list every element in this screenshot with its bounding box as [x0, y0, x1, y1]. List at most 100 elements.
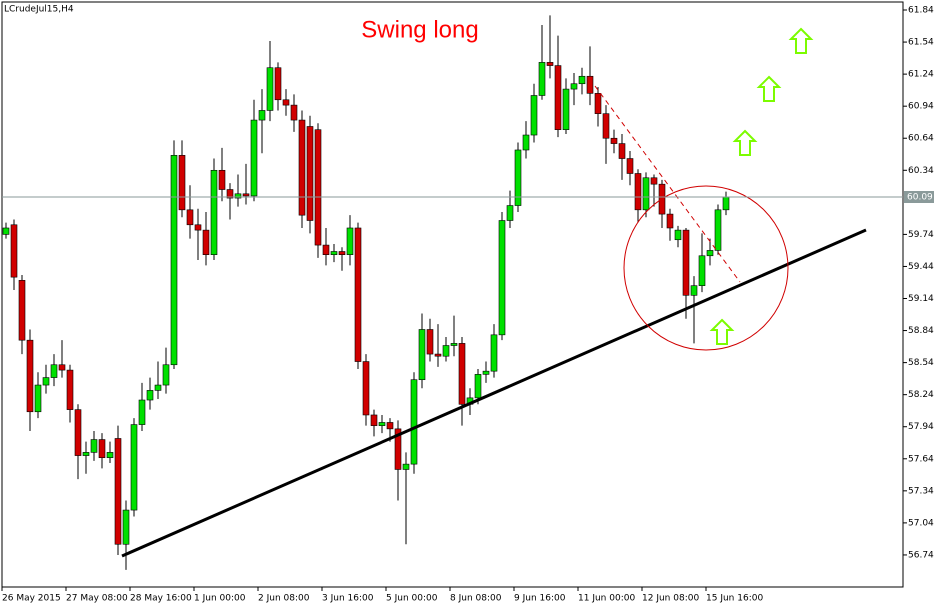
candle-body	[706, 250, 714, 257]
candle-body	[258, 110, 266, 121]
candle-body	[18, 280, 26, 341]
up-arrow	[709, 318, 735, 345]
candle-body	[378, 422, 386, 426]
y-tick-label: 57.04	[908, 518, 934, 528]
candle-body	[690, 285, 698, 296]
y-tick-label: 58.84	[908, 326, 934, 336]
y-tick-label: 57.64	[908, 454, 934, 464]
candle-body	[394, 428, 402, 470]
candle-body	[242, 193, 250, 197]
candle-body	[10, 224, 18, 278]
candle-body	[362, 361, 370, 416]
candle-body	[122, 509, 130, 545]
candle-body	[178, 155, 186, 211]
x-tick-label: 2 Jun 08:00	[258, 594, 310, 604]
y-tick-label: 60.94	[908, 102, 934, 112]
candle-body	[34, 384, 42, 413]
candle-body	[522, 134, 530, 151]
candle-body	[610, 137, 618, 144]
candle-body	[218, 169, 226, 190]
current-price-box	[904, 191, 934, 203]
candle-body	[314, 129, 322, 246]
candle-body	[274, 67, 282, 101]
x-tick-label: 27 May 08:00	[66, 594, 128, 604]
y-tick-label: 61.24	[908, 70, 934, 80]
candle-body	[698, 255, 706, 286]
x-tick-label: 28 May 16:00	[130, 594, 192, 604]
x-tick-label: 3 Jun 16:00	[322, 594, 374, 604]
candle-body	[682, 229, 690, 296]
candle-body	[194, 224, 202, 231]
candle-body	[650, 177, 658, 185]
candle-body	[426, 329, 434, 355]
candle-body	[66, 369, 74, 410]
candle-body	[114, 438, 122, 545]
candle-body	[138, 399, 146, 425]
up-arrow	[788, 27, 814, 54]
candle-body	[90, 439, 98, 453]
candles	[2, 15, 730, 570]
candle-body	[554, 65, 562, 130]
candle-body	[634, 173, 642, 211]
candle-body	[418, 329, 426, 381]
candle-body	[642, 177, 650, 211]
candle-body	[2, 227, 10, 235]
y-tick-label: 60.64	[908, 134, 934, 144]
candle-body	[170, 155, 178, 366]
candle-body	[578, 75, 586, 85]
y-tick-label: 56.74	[908, 550, 934, 560]
candle-body	[626, 158, 634, 174]
candle-body	[530, 95, 538, 136]
candle-body	[226, 189, 234, 199]
candle-body	[490, 334, 498, 372]
candle-body	[290, 104, 298, 121]
candle-body	[50, 364, 58, 378]
y-tick-label: 58.24	[908, 390, 934, 400]
candle-body	[322, 244, 330, 255]
highlight-circle	[623, 185, 789, 351]
y-tick-label: 59.14	[908, 294, 934, 304]
x-tick-label: 11 Jun 00:00	[578, 594, 635, 604]
candle-body	[82, 452, 90, 456]
current-price-label: 60.09	[907, 193, 933, 203]
candle-body	[434, 353, 442, 357]
x-tick-label: 12 Jun 08:00	[642, 594, 699, 604]
x-tick-label: 8 Jun 08:00	[450, 594, 502, 604]
candle-body	[346, 227, 354, 255]
up-arrow	[756, 75, 782, 102]
chart-title: Swing long	[361, 16, 478, 43]
y-tick-label: 59.44	[908, 262, 934, 272]
candle-body	[266, 67, 274, 111]
up-arrow	[732, 129, 758, 156]
x-tick-label: 26 May 2015	[2, 594, 61, 604]
candle-body	[714, 209, 722, 251]
candle-body	[602, 113, 610, 139]
candle-body	[618, 143, 626, 159]
down-trend-line	[594, 85, 741, 283]
candle-body	[210, 169, 218, 255]
candle-body	[354, 227, 362, 362]
candle-body	[546, 62, 554, 66]
candle-body	[666, 213, 674, 229]
candle-body	[386, 422, 394, 430]
candle-body	[482, 370, 490, 375]
candle-body	[402, 463, 410, 470]
candle-body	[26, 339, 34, 413]
x-tick-label: 9 Jun 16:00	[514, 594, 566, 604]
candle-body	[474, 374, 482, 399]
candle-body	[130, 424, 138, 511]
candle-body	[162, 364, 170, 386]
candle-body	[562, 88, 570, 130]
candle-body	[154, 384, 162, 391]
candle-body	[186, 209, 194, 226]
candle-body	[514, 149, 522, 206]
candle-body	[570, 83, 578, 90]
candle-body	[146, 390, 154, 401]
y-tick-label: 59.74	[908, 230, 934, 240]
candle-body	[498, 220, 506, 336]
y-tick-label: 61.54	[908, 38, 934, 48]
candle-body	[106, 452, 114, 459]
candle-body	[594, 93, 602, 114]
